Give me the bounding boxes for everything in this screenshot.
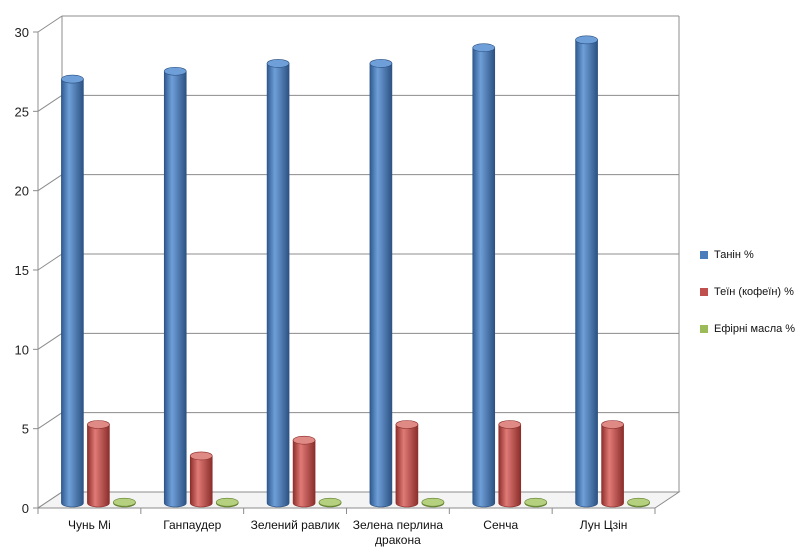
bar-body <box>575 39 598 508</box>
y-tick-label: 0 <box>22 501 29 516</box>
bar-top <box>601 420 624 429</box>
bar-top <box>524 497 548 507</box>
bar-top <box>421 497 445 507</box>
x-tick-label: Лун Цзін <box>580 518 628 532</box>
bar-top <box>318 497 342 507</box>
bar <box>215 497 239 508</box>
bar-body <box>266 63 290 508</box>
x-tick-label: Сенча <box>483 518 518 532</box>
y-tick-label: 15 <box>15 263 29 278</box>
bar <box>601 420 624 508</box>
bar <box>421 497 445 508</box>
bar-top <box>472 43 496 53</box>
gridline-side <box>37 412 63 430</box>
bar <box>87 420 110 508</box>
bar <box>627 497 650 508</box>
y-tick-label: 30 <box>15 25 29 40</box>
bar-body <box>292 439 316 508</box>
bar-body <box>472 47 496 508</box>
bar <box>472 43 496 508</box>
bar <box>61 74 84 508</box>
legend-swatch-tannin <box>700 251 708 259</box>
gridline-side <box>37 174 63 192</box>
legend: Танін % Теїн (кофеїн) % Ефірні масла % <box>700 245 795 356</box>
bar <box>163 66 187 508</box>
x-tick-label: Чунь Мі <box>68 518 111 532</box>
bar-body <box>87 424 110 508</box>
bar <box>369 59 393 508</box>
bar-top <box>498 420 522 429</box>
bar-top <box>189 451 213 461</box>
bar <box>113 497 136 508</box>
y-tick-label: 10 <box>15 342 29 357</box>
legend-label-tannin: Танін % <box>714 249 754 261</box>
bar-top <box>292 435 316 445</box>
gridline-side <box>37 253 63 271</box>
x-tick-label: Зелений равлик <box>251 518 341 532</box>
bar-top <box>61 74 84 84</box>
x-tick-label: Ганпаудер <box>163 518 221 532</box>
bar <box>498 420 522 508</box>
y-tick-label: 25 <box>15 104 29 119</box>
gridline-side <box>37 94 63 112</box>
legend-swatch-essential-oils <box>700 325 708 333</box>
legend-swatch-caffeine <box>700 288 708 296</box>
bar <box>292 435 316 508</box>
bar-body <box>601 424 624 508</box>
bar-top <box>163 66 187 76</box>
bar-body <box>369 63 393 508</box>
bar-body <box>498 424 522 508</box>
bar-top <box>369 59 393 68</box>
y-tick-label: 5 <box>22 422 29 437</box>
bar-top <box>215 497 239 507</box>
bar <box>524 497 548 508</box>
bars <box>61 35 650 508</box>
bar-body <box>61 78 84 508</box>
bar <box>318 497 342 508</box>
legend-item-caffeine: Теїн (кофеїн) % <box>700 282 795 302</box>
bar-body <box>189 455 213 508</box>
bar-top <box>113 497 136 507</box>
legend-item-essential-oils: Ефірні масла % <box>700 319 795 339</box>
legend-label-essential-oils: Ефірні масла % <box>714 323 796 335</box>
bar-body <box>395 424 419 508</box>
gridline-side <box>37 332 63 350</box>
bar-top <box>266 59 290 68</box>
bar-top <box>395 420 419 429</box>
bar-top <box>575 35 598 45</box>
gridline-side <box>37 491 63 509</box>
legend-item-tannin: Танін % <box>700 245 795 265</box>
bar <box>395 420 419 508</box>
bar-top <box>87 420 110 429</box>
bar <box>266 59 290 508</box>
bar <box>575 35 598 508</box>
legend-label-caffeine: Теїн (кофеїн) % <box>714 286 794 298</box>
bar-top <box>627 497 650 507</box>
gridline-side <box>37 15 63 33</box>
bar-body <box>163 70 187 508</box>
x-tick-label: Зелена перлина дракона <box>353 518 444 547</box>
bar <box>189 451 213 508</box>
y-tick-label: 20 <box>15 184 29 199</box>
